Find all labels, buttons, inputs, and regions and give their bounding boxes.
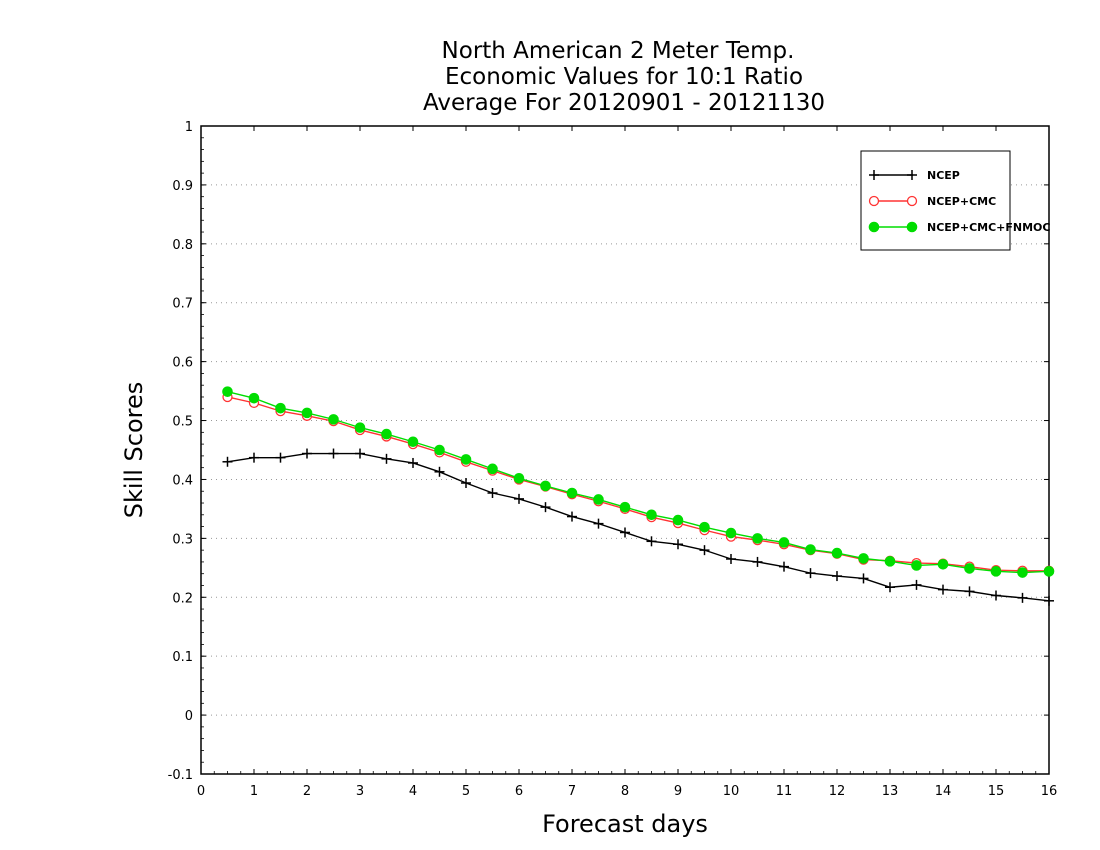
series-ncep-cmc [222, 391, 1055, 576]
filled-circle-marker [699, 521, 710, 533]
x-tick-label: 15 [988, 784, 1005, 799]
filled-circle-marker [725, 527, 737, 539]
y-tick-label: 0.2 [172, 591, 193, 606]
x-tick-label: 9 [674, 784, 682, 799]
series-layer [222, 386, 1055, 606]
chart-title-line-2: Economic Values for 10:1 Ratio [445, 64, 803, 90]
y-axis-ticks: -0.1 0 0.1 0.2 0.3 0.4 0.5 0.6 0.7 0.8 0.9 1 [168, 120, 1049, 783]
chart-title-line-3: Average For 20120901 - 20121130 [423, 90, 825, 116]
filled-circle-marker [1043, 566, 1055, 577]
x-tick-label: 2 [303, 784, 311, 799]
chart-title-line-1: North American 2 Meter Temp. [442, 38, 795, 64]
filled-circle-marker [672, 514, 684, 526]
y-axis-label: Skill Scores [120, 382, 148, 519]
filled-circle-marker [222, 386, 233, 397]
x-tick-label: 3 [356, 784, 364, 799]
filled-circle-marker [884, 556, 896, 567]
filled-circle-marker [778, 537, 790, 548]
x-axis-label: Forecast days [542, 810, 708, 838]
filled-circle-marker [805, 544, 816, 555]
filled-circle-marker [540, 480, 551, 492]
filled-circle-marker [937, 558, 949, 570]
y-tick-label: 0.4 [172, 473, 193, 488]
filled-circle-marker [858, 553, 869, 564]
y-tick-label: 1 [185, 120, 193, 135]
y-tick-label: 0.3 [172, 532, 193, 547]
filled-circle-marker [964, 563, 975, 574]
y-tick-label: 0.1 [172, 650, 193, 665]
series-line [227, 396, 1049, 572]
filled-circle-marker [831, 547, 843, 559]
x-tick-label: 0 [197, 784, 205, 799]
filled-circle-marker [566, 487, 578, 499]
y-tick-label: 0.7 [172, 297, 193, 312]
filled-circle-marker [248, 392, 260, 404]
filled-circle-marker [911, 560, 922, 571]
series-ncep-cmc-fnmoc [222, 386, 1055, 578]
filled-circle-marker [328, 414, 339, 425]
filled-circle-marker [407, 436, 419, 448]
filled-circle-marker [275, 402, 286, 414]
filled-circle-marker [354, 422, 366, 433]
x-tick-label: 5 [462, 784, 470, 799]
open-circle-marker [906, 195, 918, 207]
series-ncep [222, 448, 1054, 606]
filled-circle-marker [593, 494, 604, 505]
open-circle-marker [868, 195, 880, 207]
gridlines [201, 184, 1049, 716]
legend: NCEP NCEP+CMC NCEP+CMC+FNMOC [860, 150, 1050, 251]
legend-items: NCEP NCEP+CMC NCEP+CMC+FNMOC [868, 169, 1050, 234]
filled-circle-marker [434, 444, 445, 456]
filled-circle-marker [868, 221, 880, 233]
filled-circle-marker [460, 454, 472, 465]
legend-label: NCEP+CMC [927, 195, 996, 208]
filled-circle-marker [619, 501, 631, 513]
filled-circle-marker [752, 533, 763, 544]
filled-circle-marker [1017, 567, 1028, 578]
series-line [227, 452, 1050, 602]
legend-label: NCEP+CMC+FNMOC [927, 221, 1050, 234]
x-tick-label: 7 [568, 784, 576, 799]
filled-circle-marker [301, 407, 313, 419]
x-axis-ticks: 0 1 2 3 4 5 6 7 8 9 10 11 12 13 14 15 16 [197, 126, 1057, 799]
x-tick-label: 8 [621, 784, 629, 799]
legend-label: NCEP [927, 169, 960, 182]
filled-circle-marker [990, 566, 1002, 577]
filled-circle-marker [646, 509, 657, 521]
x-tick-label: 1 [250, 784, 258, 799]
y-tick-label: 0.9 [172, 179, 193, 194]
y-tick-label: 0.6 [172, 356, 193, 371]
x-tick-label: 13 [882, 784, 899, 799]
x-tick-label: 11 [776, 784, 793, 799]
chart-title: North American 2 Meter Temp. Economic Va… [423, 38, 825, 116]
x-tick-label: 12 [829, 784, 846, 799]
filled-circle-marker [487, 463, 498, 475]
x-tick-label: 4 [409, 784, 417, 799]
filled-circle-marker [513, 472, 525, 484]
filled-circle-marker [381, 428, 392, 440]
x-tick-label: 14 [935, 784, 952, 799]
series-line [227, 391, 1050, 574]
y-tick-label: 0.8 [172, 238, 193, 253]
y-tick-label: 0.5 [172, 415, 193, 430]
x-tick-label: 6 [515, 784, 523, 799]
y-tick-label: 0 [185, 709, 193, 724]
filled-circle-marker [906, 221, 918, 233]
x-tick-label: 10 [723, 784, 740, 799]
y-tick-label: -0.1 [168, 768, 193, 783]
x-tick-label: 16 [1041, 784, 1058, 799]
